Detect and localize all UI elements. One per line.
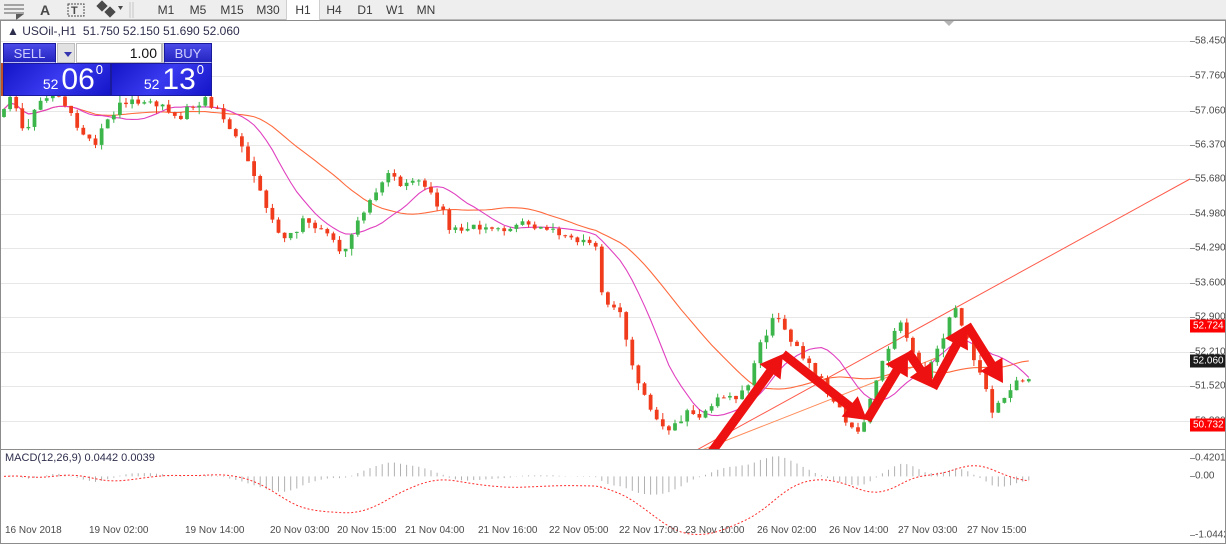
svg-text:A: A [40,2,50,18]
svg-text:T: T [71,5,78,17]
